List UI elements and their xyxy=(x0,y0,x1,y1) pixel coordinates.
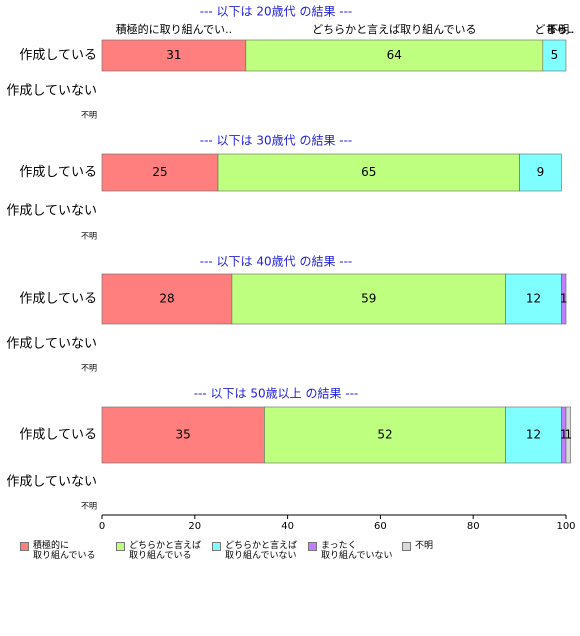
bar-segment xyxy=(519,153,562,192)
legend-item: まったく 取り組んでいない xyxy=(308,541,393,561)
bar-segment xyxy=(217,153,520,192)
x-tick-label: 60 xyxy=(374,521,387,532)
group-title: --- 以下は 20歳代 の結果 --- xyxy=(200,5,353,19)
data-label: 25 xyxy=(152,165,167,179)
group-title: --- 以下は 50歳以上 の結果 --- xyxy=(194,387,359,401)
row-label: 作成していない xyxy=(6,475,97,490)
bar-segment xyxy=(264,406,506,464)
legend-label: まったく 取り組んでいない xyxy=(321,541,393,561)
group-title: --- 以下は 30歳代 の結果 --- xyxy=(200,134,353,148)
row-label: 不明 xyxy=(81,364,97,373)
row-label: 作成している xyxy=(19,165,97,180)
data-label: 28 xyxy=(159,292,174,306)
bar-segment xyxy=(505,406,562,464)
bar-segment xyxy=(542,39,567,72)
legend-swatch xyxy=(402,542,411,551)
data-label: 65 xyxy=(361,165,376,179)
row-label: 作成していない xyxy=(6,84,97,99)
row-label: 不明 xyxy=(81,502,97,511)
header-label: どちらかと言えば取り組んでいる xyxy=(312,23,476,36)
x-tick-label: 0 xyxy=(99,521,105,532)
data-label: 35 xyxy=(176,428,191,442)
legend-label: 積極的に 取り組んでいる xyxy=(33,541,96,561)
data-label: 59 xyxy=(361,292,376,306)
bar-segment xyxy=(101,406,265,464)
bar-segment xyxy=(101,273,233,325)
legend-label: 不明 xyxy=(415,541,434,551)
bar-segment xyxy=(101,39,247,72)
row-label: 作成していない xyxy=(6,204,97,219)
row-label: 作成している xyxy=(19,292,97,307)
data-label: 1 xyxy=(560,292,568,306)
row-label: 作成している xyxy=(19,48,97,63)
row-label: 作成している xyxy=(19,428,97,443)
group-title: --- 以下は 40歳代 の結果 --- xyxy=(200,255,353,269)
legend-item: どちらかと言えば 取り組んでいない xyxy=(212,541,297,561)
data-label: 31 xyxy=(166,48,181,62)
bar-segment xyxy=(245,39,544,72)
legend-swatch xyxy=(116,542,125,551)
data-label: 12 xyxy=(526,292,541,306)
header-label: 不明. xyxy=(547,23,573,36)
bar-segment xyxy=(561,273,567,325)
legend-label: どちらかと言えば 取り組んでいない xyxy=(225,541,298,561)
data-label: 5 xyxy=(551,48,559,62)
legend-item: どちらかと言えば 取り組んでいる xyxy=(116,541,201,561)
row-label: 作成していない xyxy=(6,337,97,352)
legend-swatch xyxy=(212,542,221,551)
header-label: 積極的に取り組んでい.. xyxy=(116,22,232,36)
legend-item: 積極的に 取り組んでいる xyxy=(20,541,96,561)
legend-label: どちらかと言えば 取り組んでいる xyxy=(129,541,202,561)
bar-segment xyxy=(565,406,571,464)
row-label: 不明 xyxy=(81,232,97,241)
bar-segment xyxy=(231,273,506,325)
bar-segment xyxy=(505,273,562,325)
legend-item: 不明 xyxy=(402,541,433,551)
row-label: 不明 xyxy=(81,111,97,120)
header-label: まっ.. xyxy=(546,23,575,36)
data-label: 1 xyxy=(564,428,572,442)
header-label: どちら.. xyxy=(534,23,574,36)
data-label: 12 xyxy=(526,428,541,442)
x-tick-label: 40 xyxy=(281,521,294,532)
x-tick-label: 20 xyxy=(188,521,201,532)
data-label: 64 xyxy=(387,48,402,62)
data-label: 52 xyxy=(377,428,392,442)
x-tick-label: 100 xyxy=(556,521,575,532)
legend-swatch xyxy=(20,542,29,551)
x-tick-label: 80 xyxy=(467,521,480,532)
legend-swatch xyxy=(308,542,317,551)
data-label: 9 xyxy=(537,165,545,179)
data-label: 1 xyxy=(560,428,568,442)
